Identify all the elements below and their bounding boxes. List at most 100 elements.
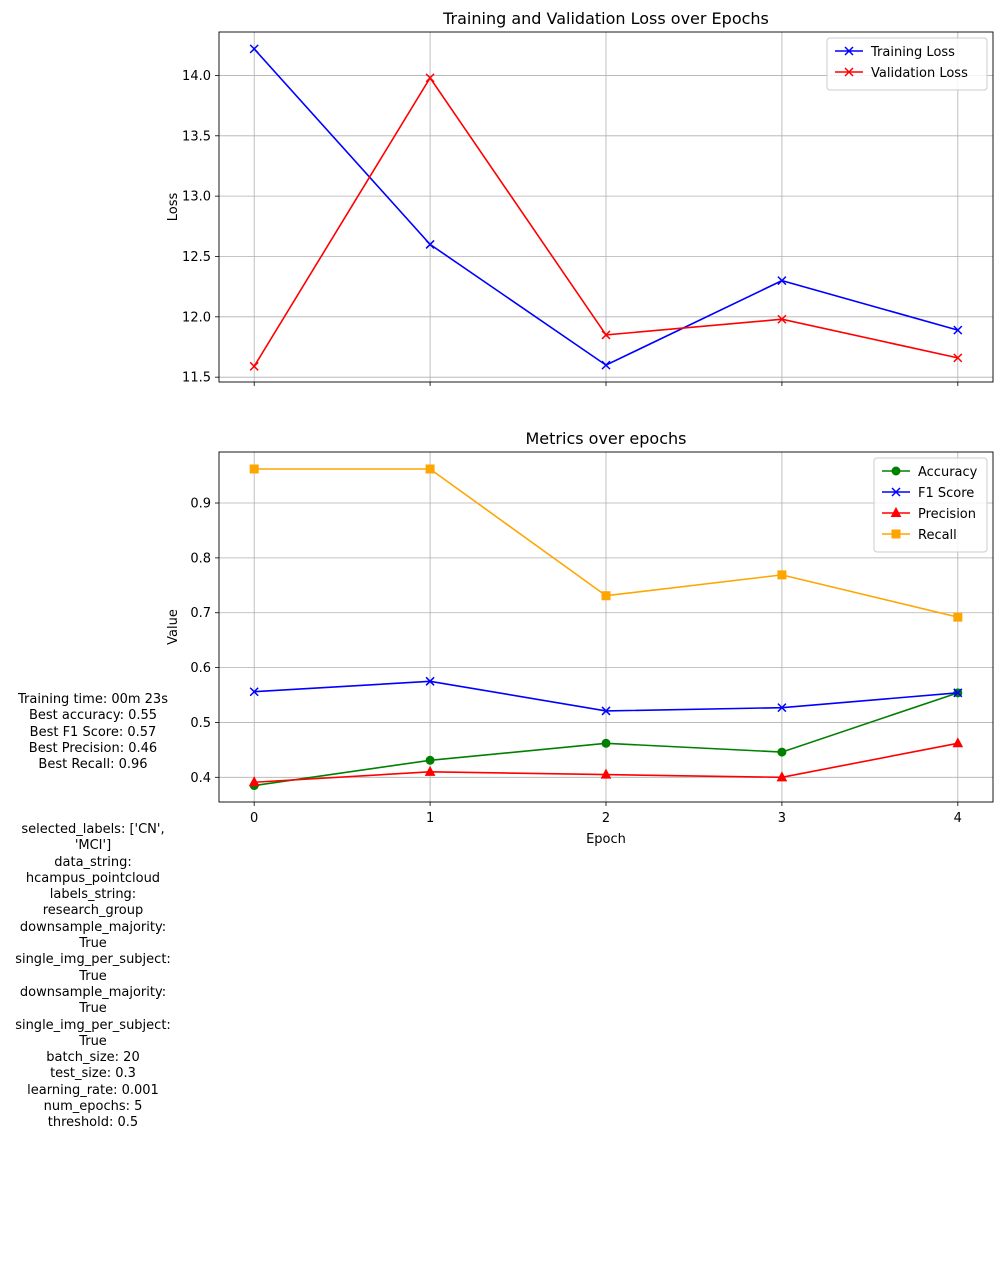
y-tick-label: 13.5 <box>182 129 211 144</box>
legend: Training Loss Validation Loss <box>826 37 988 91</box>
y-axis-label: Loss <box>166 193 181 222</box>
y-tick-label: 0.8 <box>190 551 211 566</box>
data-point <box>601 706 611 716</box>
param-line: data_string: <box>54 854 132 870</box>
x-tick-label: 2 <box>602 811 610 826</box>
data-point <box>953 612 963 622</box>
legend-label: Precision <box>918 507 976 522</box>
data-point <box>601 738 611 748</box>
data-point <box>953 325 963 335</box>
training-summary: Training time: 00m 23s Best accuracy: 0.… <box>0 692 186 773</box>
y-tick-label: 12.0 <box>182 310 211 325</box>
y-tick-label: 0.5 <box>190 716 211 731</box>
data-point <box>249 44 259 54</box>
data-point <box>777 570 787 580</box>
y-tick-label: 14.0 <box>182 69 211 84</box>
param-line: single_img_per_subject: <box>15 952 171 968</box>
plot-frame <box>218 31 994 383</box>
legend: Accuracy F1 Score Precision Recall <box>873 457 988 553</box>
legend-marker <box>844 46 854 56</box>
data-point <box>425 676 435 686</box>
data-point <box>249 687 259 697</box>
param-line: num_epochs: 5 <box>43 1099 143 1115</box>
legend-label: Validation Loss <box>871 66 968 81</box>
y-tick-label: 0.4 <box>190 771 211 786</box>
param-line: threshold: 0.5 <box>47 1115 139 1131</box>
legend-box <box>826 37 988 91</box>
data-point <box>777 703 787 713</box>
param-line: test_size: 0.3 <box>50 1066 136 1082</box>
series-precision <box>248 737 964 787</box>
param-line: batch_size: 20 <box>46 1050 140 1066</box>
data-point <box>777 314 787 324</box>
x-tick-label: 1 <box>426 811 434 826</box>
param-line: research_group <box>42 903 144 919</box>
y-tick-label: 13.0 <box>182 190 211 205</box>
param-line: hcampus_pointcloud <box>25 870 161 886</box>
param-line: 'MCI'] <box>74 838 112 854</box>
y-tick-label: 0.7 <box>190 606 211 621</box>
hyperparameters: selected_labels: ['CN', 'MCI'] data_stri… <box>0 822 186 1132</box>
x-tick-label: 4 <box>954 811 962 826</box>
param-line: True <box>79 968 107 984</box>
param-line: selected_labels: ['CN', <box>21 822 165 837</box>
legend-marker <box>891 466 901 476</box>
x-tick-label: 0 <box>250 811 258 826</box>
data-point <box>601 591 611 601</box>
summary-line: Best F1 Score: 0.57 <box>29 724 157 740</box>
param-line: learning_rate: 0.001 <box>27 1082 159 1098</box>
legend-marker <box>891 487 901 497</box>
x-axis-label: Epoch <box>586 832 626 847</box>
summary-line: Training time: 00m 23s <box>18 692 168 707</box>
data-point <box>425 239 435 249</box>
param-line: downsample_majority: <box>19 919 167 935</box>
data-point <box>425 755 435 765</box>
data-point <box>952 737 964 748</box>
x-tick-label: 3 <box>778 811 786 826</box>
plot-frame <box>218 451 994 803</box>
chart-title: Metrics over epochs <box>526 429 687 448</box>
summary-line: Best Precision: 0.46 <box>28 740 158 756</box>
grid <box>219 452 993 802</box>
data-point <box>601 330 611 340</box>
param-line: labels_string: <box>49 887 137 903</box>
data-point <box>777 276 787 286</box>
y-tick-label: 0.6 <box>190 661 211 676</box>
data-point <box>424 765 436 776</box>
y-tick-label: 0.9 <box>190 497 211 512</box>
legend-label: Accuracy <box>918 465 978 480</box>
chart-title: Training and Validation Loss over Epochs <box>442 9 769 28</box>
metrics-chart: 0 1 2 3 4 0.4 0.5 0.6 0.7 0.8 0.9 Metrics over epoc… <box>166 429 994 847</box>
data-point <box>953 353 963 363</box>
data-point <box>249 361 259 371</box>
y-tick-label: 11.5 <box>182 371 211 386</box>
data-point <box>600 768 612 779</box>
param-line: True <box>79 1033 107 1049</box>
legend-marker <box>844 67 854 77</box>
y-axis-label: Value <box>166 609 181 645</box>
summary-line: Best accuracy: 0.55 <box>28 708 158 724</box>
param-line: single_img_per_subject: <box>15 1017 171 1033</box>
series-f1-score <box>249 676 963 716</box>
data-point <box>776 771 788 782</box>
summary-line: Best Recall: 0.96 <box>38 757 148 773</box>
legend-marker <box>890 506 902 517</box>
data-point <box>601 360 611 370</box>
series-validation-loss <box>249 73 963 371</box>
param-line: True <box>79 936 107 952</box>
grid <box>219 32 993 382</box>
legend-label: Training Loss <box>870 45 955 60</box>
legend-label: Recall <box>918 528 957 543</box>
legend-box <box>873 457 988 553</box>
data-point <box>248 776 260 787</box>
data-point <box>425 73 435 83</box>
data-point <box>425 464 435 474</box>
y-tick-label: 12.5 <box>182 250 211 265</box>
data-point <box>953 688 963 698</box>
series-recall <box>249 464 963 622</box>
loss-chart: 11.5 12.0 12.5 13.0 13.5 14.0 Training and Val… <box>166 9 994 386</box>
data-point <box>777 747 787 757</box>
data-point <box>249 464 259 474</box>
param-line: downsample_majority: <box>19 984 167 1000</box>
